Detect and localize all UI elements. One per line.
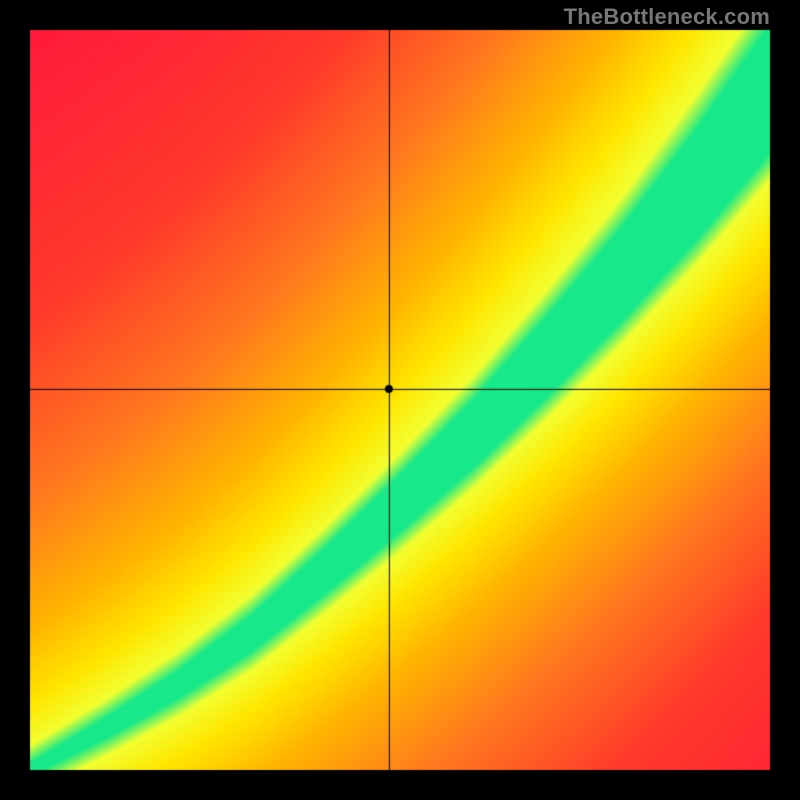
watermark-label: TheBottleneck.com [564, 4, 770, 30]
chart-container: TheBottleneck.com [0, 0, 800, 800]
heatmap-canvas [0, 0, 800, 800]
